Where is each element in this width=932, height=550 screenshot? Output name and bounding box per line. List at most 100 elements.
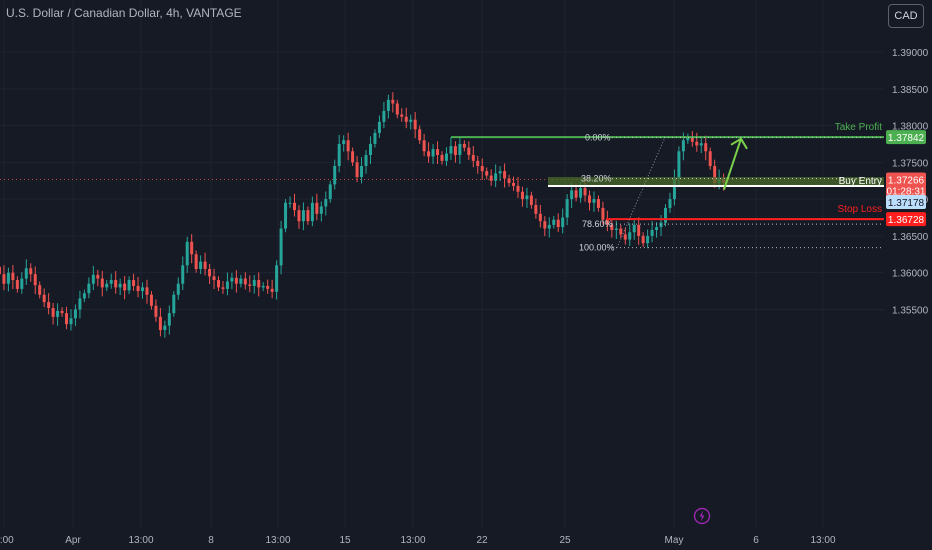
candle-body [301,210,305,222]
candle-body [507,178,511,183]
candle-body [105,283,109,288]
candle-body [194,254,198,270]
candles [0,92,726,338]
candle-body [96,274,100,279]
price-tag-text: 1.37266 [888,176,925,187]
candle-body [20,278,24,289]
candle-body [60,310,64,314]
candle-body [190,241,194,255]
candle-body [565,199,569,218]
price-tick-label: 1.36000 [892,269,929,280]
candle-body [24,268,28,279]
candle-body [185,241,189,266]
time-tick-label: Apr [65,535,81,546]
price-tick-label: 1.38000 [892,122,929,133]
candle-body [0,266,1,275]
candle-body [141,287,145,292]
candle-body [172,294,176,314]
candle-body [650,230,654,236]
currency-button[interactable]: CAD [888,4,924,28]
time-tick-label: 13:00 [128,535,153,546]
candle-body [217,280,220,288]
candle-body [176,283,180,295]
candle-body [498,171,502,174]
take-profit-price-tag: 1.37842 [886,130,926,145]
candle-body [592,199,596,203]
candle-body [695,141,699,146]
candle-body [234,277,238,284]
price-tag-text: 1.37842 [888,133,925,144]
trade-annotations: Take Profit Buy Entry Stop Loss 0.00% 38.20%… [0,122,884,253]
candle-body [547,224,551,229]
grid [0,0,884,528]
candle-body [605,219,609,225]
candle-body [672,178,676,200]
candle-body [297,210,301,222]
candle-body [38,285,42,295]
candle-body [708,151,712,167]
candle-body [368,143,372,155]
fib-level-label: 78.60% [582,219,613,229]
candle-body [641,235,645,244]
candle-body [78,298,82,310]
candle-body [614,228,618,231]
lightning-icon[interactable] [693,507,711,525]
candle-body [561,217,565,228]
price-tag-text: 1.36728 [888,215,925,226]
candle-body [47,302,51,308]
candle-body [440,154,444,161]
candle-body [337,143,341,167]
candle-body [261,285,265,288]
candle-body [199,261,203,270]
candle-body [163,325,167,331]
candle-body [543,221,547,229]
fib-trendline [616,137,666,248]
candle-body [284,202,288,229]
price-tag-text: 01:28:31 [887,187,926,198]
candle-body [556,219,560,228]
candle-body [377,121,381,133]
time-tick-label: 3:00 [0,535,14,546]
projection-arrowhead [730,137,748,150]
candle-body [646,235,650,244]
candle-body [279,228,283,266]
candle-body [225,281,229,289]
candle-body [637,224,641,236]
candle-body [243,278,247,285]
candle-body [100,278,104,288]
candle-body [109,280,113,284]
stop-loss-label: Stop Loss [838,204,882,215]
candle-body [409,119,413,122]
candle-body [529,195,533,206]
candle-body [360,166,364,178]
candle-body [51,307,55,317]
candle-body [11,272,15,281]
candle-body [132,280,136,286]
candle-body [167,313,171,326]
price-tag-bg [886,212,926,227]
buy-entry-price-tag: 1.37178 [886,195,926,210]
price-tag-bg [886,195,926,210]
time-axis[interactable]: 3:00 Apr 13:00 8 13:00 15 13:00 22 25 May 6 13:00 [0,535,836,546]
candle-body [292,202,296,211]
candle-body [413,119,417,130]
candle-body [342,140,346,144]
candle-body [351,151,355,163]
candle-body [431,149,435,157]
price-tick-label: 1.39000 [892,48,929,59]
candle-body [538,213,542,222]
candle-body [623,234,627,240]
candle-body [123,283,127,291]
candle-body [82,293,86,299]
time-tick-label: May [665,535,684,546]
candle-body [364,154,368,167]
candle-body [503,171,507,179]
candle-body [427,151,431,157]
price-tick-label: 1.38500 [892,85,929,96]
time-tick-label: 6 [753,535,759,546]
time-tick-label: 13:00 [400,535,425,546]
candle-body [29,268,33,275]
time-tick-label: 25 [559,535,571,546]
candle-body [494,173,498,181]
